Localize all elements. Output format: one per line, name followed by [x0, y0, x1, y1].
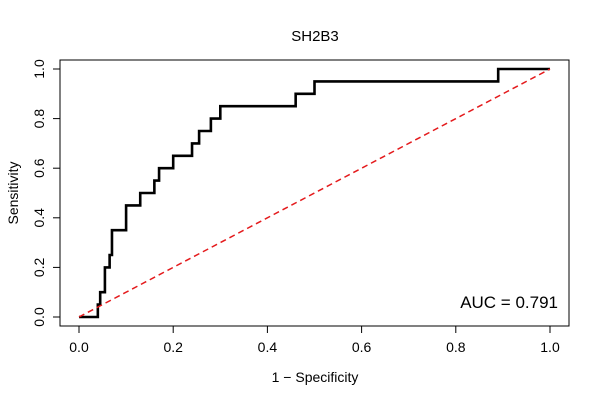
y-tick-label: 0.0: [31, 307, 47, 327]
x-axis: 0.0 0.2 0.4 0.6 0.8 1.0: [69, 325, 560, 355]
x-tick-label: 0.6: [352, 339, 372, 355]
y-tick-label: 0.8: [31, 109, 47, 129]
x-tick-label: 0.8: [446, 339, 466, 355]
y-tick-label: 1.0: [31, 59, 47, 79]
x-tick-label: 0.2: [163, 339, 183, 355]
reference-diagonal-line: [78, 68, 551, 318]
series-layer: [78, 67, 551, 319]
y-tick-label: 0.6: [31, 158, 47, 178]
y-tick-label: 0.2: [31, 257, 47, 277]
y-tick-label: 0.4: [31, 208, 47, 228]
chart-title: SH2B3: [291, 28, 339, 45]
auc-annotation: AUC = 0.791: [460, 293, 558, 312]
x-tick-label: 0.0: [69, 339, 89, 355]
x-tick-label: 1.0: [540, 339, 560, 355]
x-axis-label: 1 − Specificity: [272, 369, 359, 385]
y-axis: 0.0 0.2 0.4 0.6 0.8 1.0: [31, 59, 61, 327]
y-axis-label: Sensitivity: [5, 161, 21, 224]
roc-curve-line: [79, 67, 550, 319]
x-tick-label: 0.4: [258, 339, 278, 355]
